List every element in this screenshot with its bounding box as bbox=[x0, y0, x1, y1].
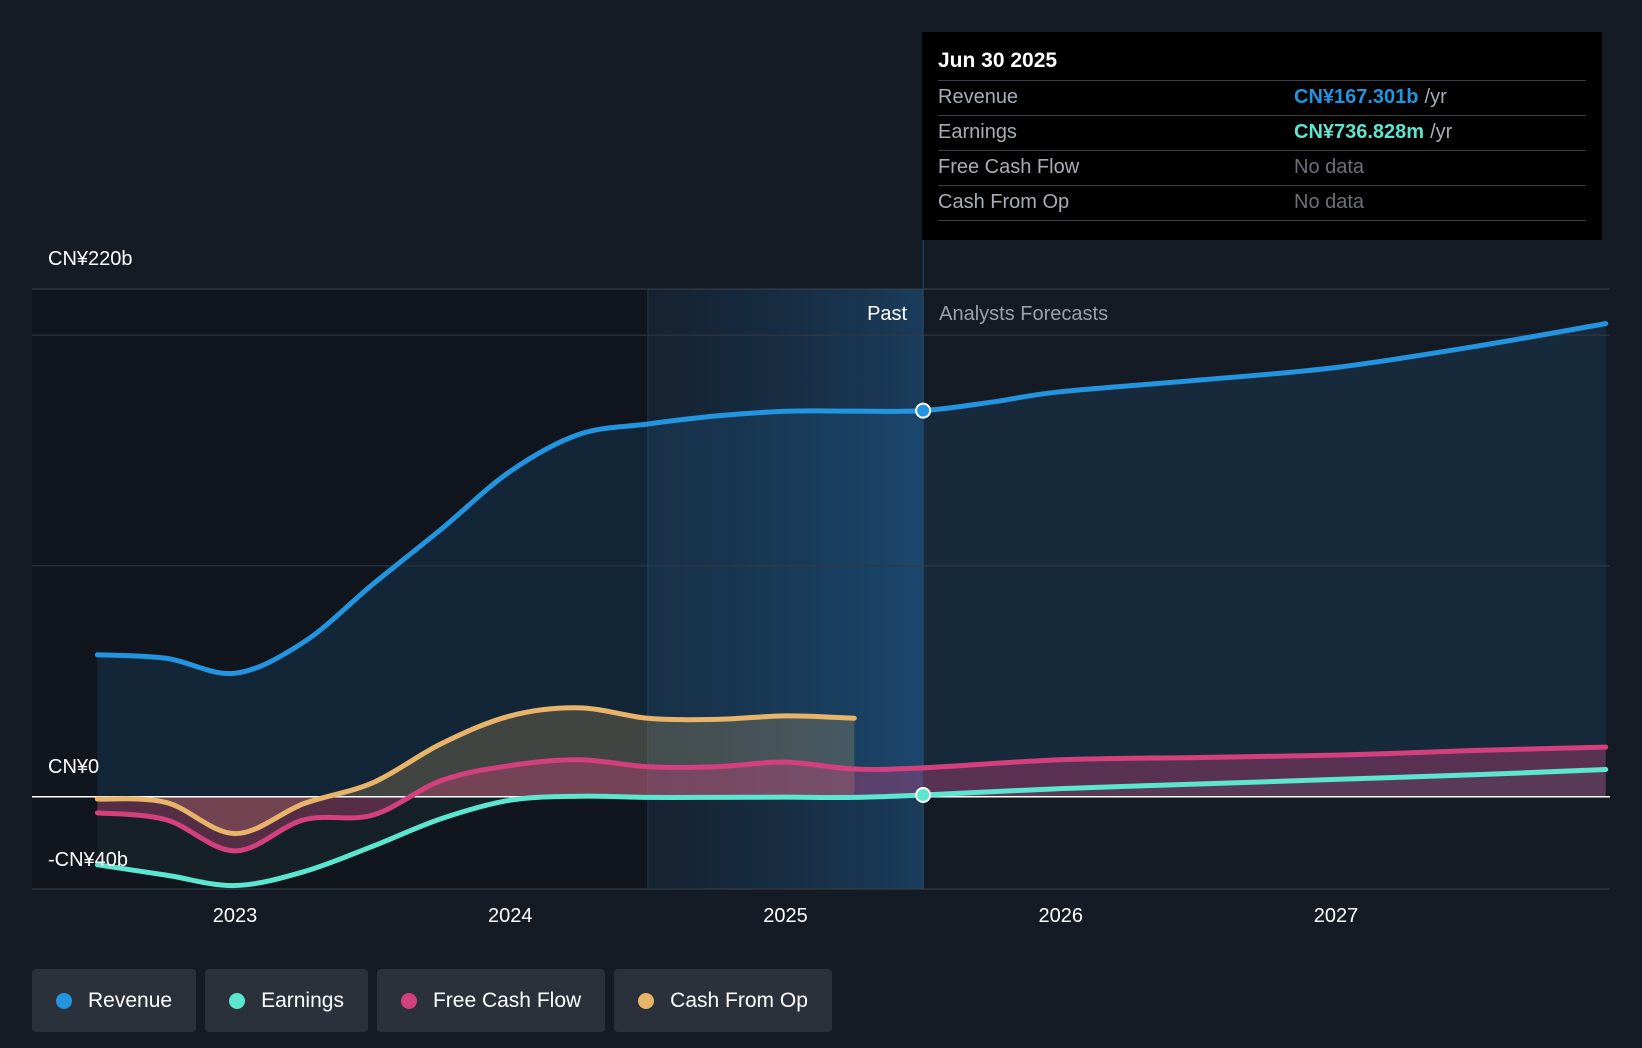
legend-dot-icon bbox=[229, 992, 246, 1009]
tooltip-row-value: CN¥167.301b bbox=[1294, 86, 1419, 108]
tooltip-row-cash-from-op: Cash From Op No data bbox=[938, 185, 1586, 221]
legend-label: Earnings bbox=[261, 988, 344, 1012]
y-axis-label: CN¥0 bbox=[48, 756, 99, 778]
legend: Revenue Earnings Free Cash Flow Cash Fro… bbox=[32, 969, 832, 1032]
x-axis-label: 2026 bbox=[1039, 905, 1084, 927]
legend-dot-icon bbox=[638, 992, 655, 1009]
earnings-line bbox=[94, 766, 1609, 889]
earnings-area bbox=[97, 769, 1606, 886]
past-label: Past bbox=[867, 303, 907, 325]
revenue-marker bbox=[915, 402, 932, 419]
x-axis-label: 2023 bbox=[213, 905, 258, 927]
revenue-line bbox=[94, 321, 1609, 677]
legend-label: Cash From Op bbox=[670, 988, 808, 1012]
legend-label: Free Cash Flow bbox=[432, 988, 582, 1012]
earnings-marker bbox=[915, 786, 932, 803]
tooltip-row-value: CN¥736.828m bbox=[1294, 121, 1425, 143]
tooltip-row-name: Earnings bbox=[938, 121, 1017, 143]
tooltip-row-value: No data bbox=[1294, 191, 1365, 213]
tooltip-row-earnings: Earnings CN¥736.828m /yr bbox=[938, 115, 1586, 150]
legend-dot-icon bbox=[400, 992, 417, 1009]
legend-label: Revenue bbox=[88, 988, 173, 1012]
tooltip-row-unit: /yr bbox=[1424, 86, 1447, 108]
past-panel bbox=[32, 289, 648, 889]
tooltip-row-name: Free Cash Flow bbox=[938, 156, 1080, 178]
tooltip-row-name: Revenue bbox=[938, 86, 1019, 108]
legend-item-revenue[interactable]: Revenue bbox=[32, 969, 197, 1032]
x-axis-label: 2024 bbox=[488, 905, 533, 927]
free-cash-flow-line bbox=[94, 744, 1609, 854]
tooltip-date: Jun 30 2025 bbox=[938, 49, 1058, 72]
tooltip-row-name: Cash From Op bbox=[938, 191, 1070, 213]
forecast-label: Analysts Forecasts bbox=[939, 303, 1108, 325]
tooltip-row-unit: /yr bbox=[1430, 121, 1453, 143]
legend-item-free-cash-flow[interactable]: Free Cash Flow bbox=[376, 969, 606, 1032]
past-highlight-panel bbox=[647, 289, 924, 889]
revenue-area bbox=[97, 323, 1606, 797]
tooltip-row-value: No data bbox=[1294, 156, 1365, 178]
x-axis-label: 2027 bbox=[1314, 905, 1359, 927]
y-axis-label: -CN¥40b bbox=[48, 849, 128, 871]
legend-item-cash-from-op[interactable]: Cash From Op bbox=[614, 969, 832, 1032]
cash-from-op-line bbox=[94, 705, 857, 837]
legend-dot-icon bbox=[56, 992, 72, 1009]
x-axis-label: 2025 bbox=[763, 905, 808, 927]
y-axis-label: CN¥220b bbox=[48, 248, 133, 270]
tooltip: Jun 30 2025 Revenue CN¥167.301b /yr Earn… bbox=[922, 32, 1602, 240]
tooltip-row-revenue: Revenue CN¥167.301b /yr bbox=[938, 80, 1586, 115]
legend-item-earnings[interactable]: Earnings bbox=[205, 969, 368, 1032]
tooltip-row-free-cash-flow: Free Cash Flow No data bbox=[938, 150, 1586, 185]
